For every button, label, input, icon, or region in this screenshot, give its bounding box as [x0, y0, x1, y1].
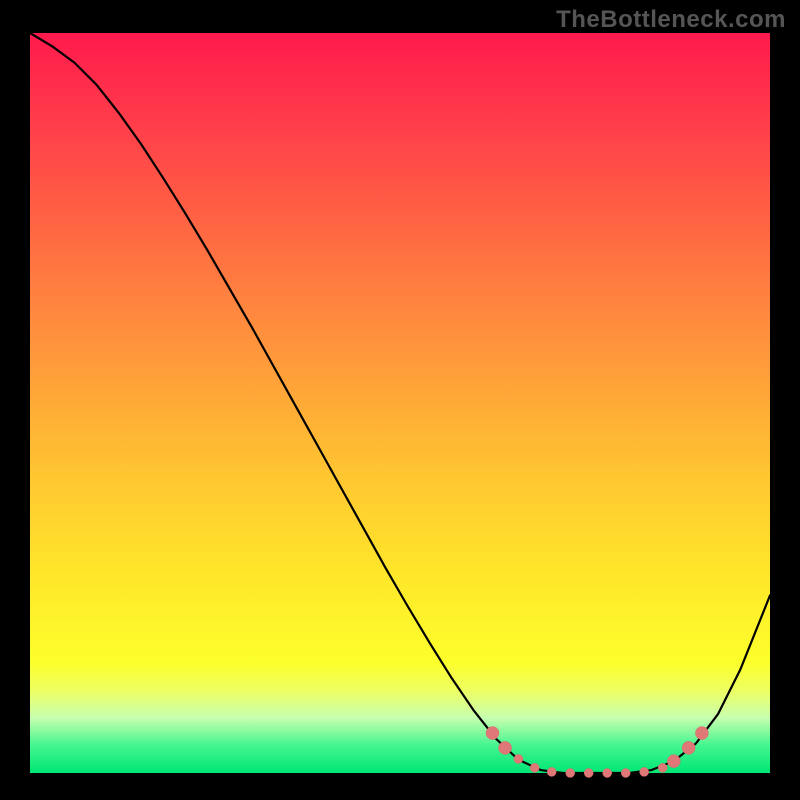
curve-marker: [603, 769, 612, 778]
curve-marker: [640, 767, 649, 776]
curve-marker: [667, 755, 680, 768]
curve-marker: [514, 754, 523, 763]
curve-marker: [486, 727, 499, 740]
bottleneck-chart: [0, 0, 800, 800]
curve-marker: [658, 763, 667, 772]
chart-container: TheBottleneck.com: [0, 0, 800, 800]
watermark-text: TheBottleneck.com: [556, 6, 786, 34]
curve-marker: [499, 741, 512, 754]
curve-marker: [621, 769, 630, 778]
curve-marker: [695, 727, 708, 740]
curve-marker: [566, 769, 575, 778]
curve-marker: [584, 769, 593, 778]
curve-marker: [682, 741, 695, 754]
curve-marker: [530, 763, 539, 772]
curve-marker: [547, 767, 556, 776]
